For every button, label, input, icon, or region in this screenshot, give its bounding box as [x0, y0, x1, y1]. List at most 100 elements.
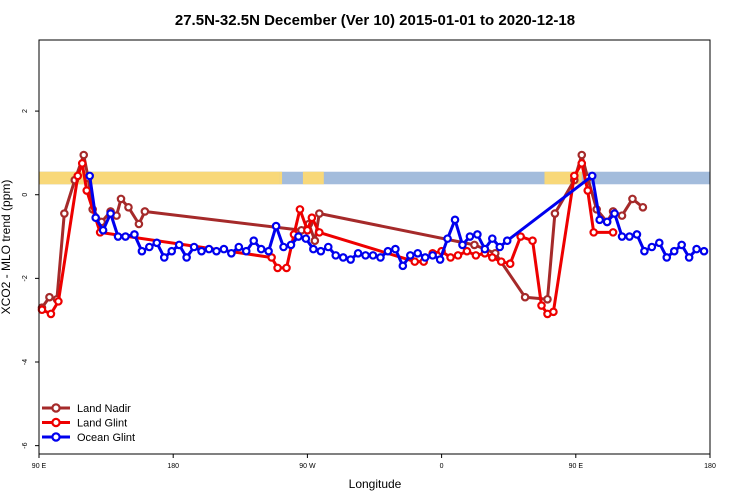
legend-item-land-nadir: Land Nadir — [42, 403, 131, 415]
data-point-ocean-glint — [398, 261, 408, 271]
data-point-land-nadir — [116, 194, 126, 204]
data-point-ocean-glint — [137, 246, 147, 256]
data-point-ocean-glint — [331, 251, 341, 260]
y-tick-label: -2 — [22, 275, 29, 281]
data-point-land-glint — [453, 251, 463, 260]
plot-frame — [38, 39, 711, 455]
data-point-land-nadir — [60, 209, 69, 218]
data-point-ocean-glint — [502, 236, 512, 246]
data-point-ocean-glint — [473, 230, 482, 239]
data-point-ocean-glint — [595, 215, 604, 225]
data-point-ocean-glint — [106, 209, 115, 218]
series-layer — [37, 150, 709, 319]
data-point-ocean-glint — [655, 238, 664, 248]
series-ocean-glint — [85, 171, 709, 271]
data-point-land-glint — [496, 257, 506, 266]
data-point-land-glint — [54, 297, 63, 306]
data-point-land-glint — [528, 236, 537, 246]
data-point-ocean-glint — [420, 253, 430, 262]
data-point-ocean-glint — [458, 240, 467, 250]
legend-label: Ocean Glint — [77, 432, 135, 444]
data-point-land-glint — [471, 251, 481, 260]
data-point-land-nadir — [628, 194, 637, 204]
data-point-land-nadir — [520, 292, 530, 302]
data-point-ocean-glint — [241, 246, 251, 256]
data-point-ocean-glint — [602, 217, 612, 227]
data-point-ocean-glint — [98, 225, 108, 235]
data-point-ocean-glint — [495, 242, 505, 252]
data-point-ocean-glint — [264, 246, 273, 256]
data-point-land-nadir — [543, 294, 552, 304]
data-point-land-glint — [577, 159, 587, 168]
data-point-ocean-glint — [353, 248, 363, 258]
data-point-ocean-glint — [376, 253, 385, 262]
data-point-ocean-glint — [256, 244, 266, 254]
data-point-ocean-glint — [383, 246, 393, 256]
data-point-ocean-glint — [323, 242, 333, 252]
x-axis-title: Longitude — [349, 477, 402, 491]
data-point-ocean-glint — [91, 213, 100, 223]
data-point-land-glint — [537, 301, 546, 310]
data-point-ocean-glint — [662, 253, 672, 262]
legend-item-land-glint: Land Glint — [42, 418, 127, 430]
data-point-land-glint — [295, 205, 305, 214]
data-point-land-glint — [549, 307, 558, 317]
data-point-land-glint — [282, 263, 291, 273]
x-tick-label: 180 — [167, 463, 179, 470]
data-point-land-nadir — [470, 240, 479, 250]
data-point-ocean-glint — [279, 242, 288, 252]
legend: Land Nadir Land Glint Ocean Glint — [42, 403, 135, 444]
data-point-land-glint — [589, 228, 598, 237]
data-point-ocean-glint — [204, 244, 214, 254]
data-point-ocean-glint — [249, 236, 259, 246]
data-point-ocean-glint — [368, 251, 378, 260]
data-point-ocean-glint — [309, 244, 318, 254]
land-segment — [302, 171, 324, 185]
data-point-ocean-glint — [294, 232, 303, 241]
data-point-land-glint — [315, 228, 324, 237]
legend-swatch-marker — [51, 432, 61, 442]
data-point-land-glint — [303, 225, 312, 235]
legend-item-ocean-glint: Ocean Glint — [42, 432, 135, 444]
data-point-land-glint — [487, 253, 497, 262]
data-point-land-nadir — [134, 219, 144, 229]
legend-swatch-marker — [51, 417, 61, 428]
data-point-land-glint — [505, 259, 515, 269]
data-point-land-nadir — [140, 207, 150, 216]
data-point-ocean-glint — [677, 240, 686, 250]
data-point-land-glint — [608, 228, 618, 237]
y-tick-label: -6 — [22, 442, 29, 448]
data-point-ocean-glint — [197, 246, 206, 256]
data-point-ocean-glint — [450, 215, 460, 225]
data-point-ocean-glint — [428, 251, 437, 260]
data-point-ocean-glint — [361, 251, 370, 260]
data-point-land-nadir — [79, 150, 89, 160]
data-point-land-glint — [46, 309, 56, 319]
data-point-ocean-glint — [212, 246, 221, 256]
data-point-land-nadir — [45, 292, 54, 302]
legend-label: Land Glint — [77, 418, 127, 430]
data-point-land-glint — [273, 263, 282, 273]
data-point-land-glint — [307, 213, 317, 223]
data-point-land-nadir — [617, 211, 627, 220]
data-point-ocean-glint — [413, 248, 423, 258]
data-point-ocean-glint — [234, 242, 244, 252]
data-point-ocean-glint — [684, 253, 694, 262]
chart-title: 27.5N-32.5N December (Ver 10) 2015-01-01… — [175, 12, 575, 29]
data-point-land-nadir — [577, 150, 587, 160]
data-point-land-nadir — [638, 202, 648, 212]
x-axis: 90 E 180 90 W 0 90 E 180 — [32, 454, 716, 470]
data-point-ocean-glint — [443, 234, 452, 243]
data-point-ocean-glint — [480, 244, 490, 254]
data-point-ocean-glint — [346, 255, 355, 264]
data-point-ocean-glint — [647, 242, 657, 252]
data-point-land-glint — [410, 257, 420, 266]
data-point-land-glint — [73, 171, 83, 181]
x-tick-label: 90 E — [32, 463, 47, 470]
data-point-land-glint — [570, 171, 579, 181]
land-mask-band — [39, 171, 710, 185]
y-tick-label: 2 — [22, 109, 29, 113]
y-tick-label: -4 — [22, 359, 29, 365]
data-point-land-glint — [583, 186, 593, 195]
data-point-ocean-glint — [625, 232, 634, 241]
